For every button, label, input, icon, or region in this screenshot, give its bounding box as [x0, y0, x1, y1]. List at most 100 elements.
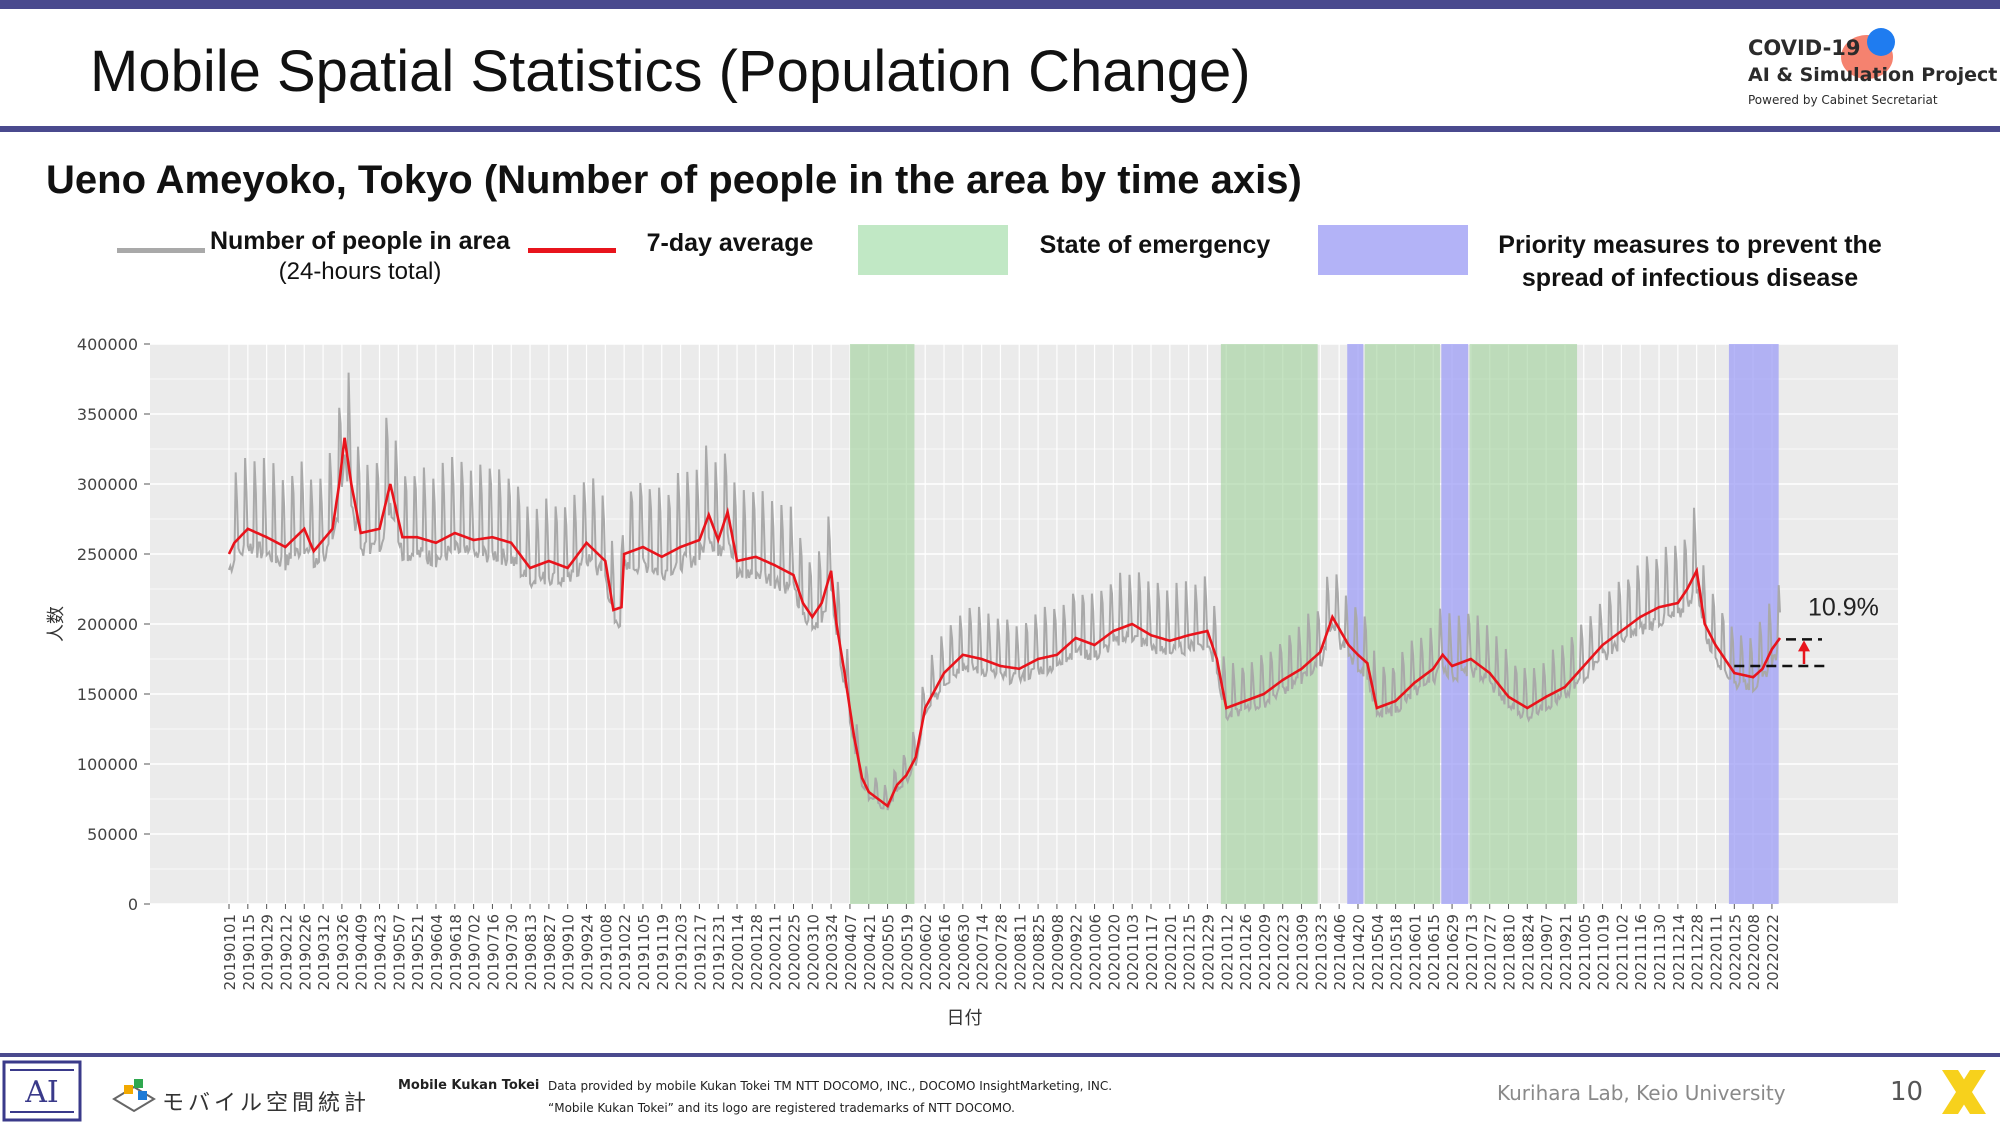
x-tick-label: 20190423 [372, 914, 390, 990]
y-tick-label: 200000 [77, 615, 138, 634]
x-tick-label: 20220111 [1707, 914, 1725, 990]
y-tick-label: 150000 [77, 685, 138, 704]
legend-emergency-label: State of emergency [1039, 231, 1271, 259]
x-axis-title: 日付 [947, 1008, 983, 1029]
x-tick-label: 20190312 [315, 914, 333, 990]
title-divider [0, 126, 2000, 132]
x-tick-label: 20200922 [1068, 914, 1086, 990]
x-tick-label: 20190129 [259, 914, 277, 990]
x-tick-label: 20220125 [1726, 914, 1744, 990]
x-tick-label: 20210601 [1406, 914, 1424, 990]
emergency-period-band [1364, 344, 1440, 904]
x-tick-label: 20190618 [447, 914, 465, 990]
x-tick-label: 20200407 [842, 914, 860, 990]
x-tick-label: 20210309 [1294, 914, 1312, 990]
legend-priority-label-line1: Priority measures to prevent the [1498, 231, 1882, 259]
x-tick-label: 20200616 [936, 914, 954, 990]
x-tick-label: 20200225 [785, 914, 803, 990]
footer-brand: Mobile Kukan Tokei [398, 1078, 540, 1093]
top-accent-bar [0, 0, 2000, 9]
lab-logo-icon: AI [2, 1060, 82, 1122]
footer-credit-line2: “Mobile Kukan Tokei” and its logo are re… [548, 1101, 1015, 1115]
annotation-percent-label: 10.9% [1808, 593, 1879, 621]
x-tick-label: 20190813 [522, 914, 540, 990]
x-tick-label: 20200519 [898, 914, 916, 990]
x-tick-label: 20190716 [484, 914, 502, 990]
logo-line2: AI & Simulation Project [1748, 64, 1998, 86]
x-tick-label: 20210209 [1256, 914, 1274, 990]
x-tick-label: 20191105 [635, 914, 653, 990]
x-tick-label: 20191203 [673, 914, 691, 990]
chart-subtitle: Ueno Ameyoko, Tokyo (Number of people in… [46, 158, 1302, 202]
annotation-arrow-head [1798, 640, 1810, 652]
x-tick-label: 20211214 [1670, 914, 1688, 990]
x-tick-label: 20200310 [804, 914, 822, 990]
x-tick-label: 20211019 [1595, 914, 1613, 990]
x-tick-label: 20190226 [296, 914, 314, 990]
footer-divider [0, 1053, 2000, 1057]
x-tick-label: 20200908 [1049, 914, 1067, 990]
x-tick-label: 20190409 [353, 914, 371, 990]
x-tick-label: 20191217 [691, 914, 709, 990]
population-chart: 0 50000 100000 150000 200000 250000 300000 3500… [46, 335, 1898, 1029]
y-tick-label: 400000 [77, 335, 138, 354]
footer-lab-name: Kurihara Lab, Keio University [1497, 1081, 1786, 1105]
x-tick-label: 20201201 [1162, 914, 1180, 990]
x-tick-label: 20190101 [221, 914, 239, 990]
x-tick-label: 20191119 [654, 914, 672, 990]
page-number: 10 [1890, 1077, 1924, 1107]
x-tick-label: 20211130 [1651, 914, 1669, 990]
x-tick-label: 20200324 [823, 914, 841, 990]
emergency-period-band [849, 344, 915, 904]
x-tick-label: 20220222 [1764, 914, 1782, 990]
logo-line3: Powered by Cabinet Secretariat [1748, 93, 1938, 107]
legend-average-swatch [528, 248, 616, 253]
x-tick-label: 20211116 [1632, 914, 1650, 990]
x-tick-label: 20200505 [880, 914, 898, 990]
page-title: Mobile Spatial Statistics (Population Ch… [90, 39, 1251, 104]
x-tick-label: 20200128 [748, 914, 766, 990]
x-tick-label: 20200825 [1030, 914, 1048, 990]
x-tick-label: 20210406 [1331, 914, 1349, 990]
y-tick-label: 350000 [77, 405, 138, 424]
y-tick-label: 300000 [77, 475, 138, 494]
x-tick-label: 20201006 [1087, 914, 1105, 990]
emergency-period-band [1220, 344, 1318, 904]
x-tick-label: 20210518 [1388, 914, 1406, 990]
x-tick-label: 20210727 [1482, 914, 1500, 990]
legend-average-label: 7-day average [646, 229, 814, 257]
x-tick-label: 20190507 [390, 914, 408, 990]
kukan-tokei-logo-icon [112, 1079, 156, 1113]
covid-project-logo: COVID-19 AI & Simulation Project Powered… [1746, 28, 1997, 120]
logo-line1: COVID-19 [1748, 36, 1861, 60]
x-tick-label: 20201215 [1181, 914, 1199, 990]
x-tick-label: 20210504 [1369, 914, 1387, 990]
x-tick-label: 20210713 [1463, 914, 1481, 990]
x-tick-label: 20210420 [1350, 914, 1368, 990]
legend-emergency-swatch [858, 225, 1008, 275]
emergency-period-band [1469, 344, 1578, 904]
x-tick-label: 20191022 [616, 914, 634, 990]
seven-day-average-series [227, 437, 1782, 808]
logo-blue-circle-icon [1867, 28, 1895, 56]
footer-logo-text: モバイル空間統計 [162, 1091, 371, 1116]
x-tick-label: 20190212 [277, 914, 295, 990]
legend-priority-swatch [1318, 225, 1468, 275]
x-tick-label: 20210629 [1444, 914, 1462, 990]
x-tick-label: 20210615 [1425, 914, 1443, 990]
x-tick-label: 20200421 [861, 914, 879, 990]
y-tick-label: 50000 [87, 825, 138, 844]
x-tick-label: 20191231 [710, 914, 728, 990]
x-tick-label: 20210907 [1538, 914, 1556, 990]
legend-daily-label: Number of people in area [209, 227, 511, 255]
y-tick-label: 100000 [77, 755, 138, 774]
x-tick-label: 20201020 [1105, 914, 1123, 990]
x-tick-label: 20200728 [992, 914, 1010, 990]
x-tick-label: 20211228 [1689, 914, 1707, 990]
x-tick-label: 20211102 [1613, 914, 1631, 990]
x-tick-label: 20190730 [503, 914, 521, 990]
x-tick-label: 20210824 [1519, 914, 1537, 990]
x-tick-label: 20200630 [955, 914, 973, 990]
x-tick-label: 20200211 [767, 914, 785, 990]
svg-text:AI: AI [24, 1075, 59, 1110]
